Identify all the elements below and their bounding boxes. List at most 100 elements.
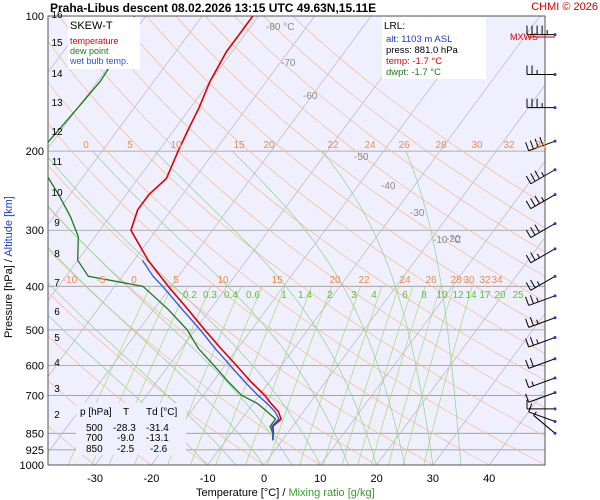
theta-label: 5 [173,275,179,286]
wind-barb-base [553,168,557,172]
mixing-ratio-label: 4 [371,290,377,301]
isotherm-label: -30 [410,208,425,219]
theta-label: 28 [450,275,462,286]
wind-barb-flag [534,224,540,233]
theta-label: 20 [329,275,341,286]
x-tick-label: -30 [87,473,103,485]
moist-adiabat-line [154,150,377,465]
mixing-ratio-line [190,286,263,465]
wind-barb-base [553,73,557,77]
theta-label: 24 [364,140,376,151]
wind-barb-base [553,419,557,423]
mxws-label: MXWS [510,32,538,42]
lrl-title: LRL: [384,21,405,32]
wind-barb [533,411,557,435]
level-table-cell: -13.1 [146,433,169,444]
mixing-ratio-label: 2 [327,290,333,301]
pressure-tick-label: 400 [26,281,44,293]
dry-adiabat-line [48,425,96,465]
altitude-tick-label: 13 [51,98,63,109]
theta-label: 34 [491,275,503,286]
wind-barb-flag [525,359,530,369]
mixing-ratio-line [299,286,362,465]
mixing-ratio-label: 14 [465,290,477,301]
dry-adiabat-line [58,16,545,409]
wind-barb-flag [525,318,530,328]
level-table-cell: 850 [86,444,103,455]
x-axis-label-separator: / [279,487,288,499]
dry-adiabat-line [48,40,545,437]
x-tick-label: 40 [483,473,495,485]
isotherm-label: -20 [446,234,461,245]
mixing-ratio-label: 8 [421,290,427,301]
theta-label: 26 [398,140,410,151]
isotherm-line [207,16,541,465]
theta-label: 22 [358,275,370,286]
x-axis-label: Temperature [°C] / Mixing ratio [g/kg] [196,487,375,499]
altitude-tick-label: 4 [54,358,60,369]
level-table-box [76,403,186,455]
dry-adiabat-line [262,16,545,229]
x-tick-label: 10 [314,473,326,485]
wind-barb-flag [529,316,534,326]
wind-barb-half [536,253,540,259]
mixing-ratio-line [341,286,400,465]
isotherm-line [48,16,372,454]
wind-barb-flag [525,338,530,348]
mixing-ratio-label: 20 [494,290,506,301]
isotherm-label: -10 °C [433,235,461,246]
wind-barb [525,168,557,185]
x-axis-label-temperature: Temperature [°C] [196,487,279,499]
level-table: p [hPa] T Td [°C] 500 -28.3 -31.4 700 -9… [76,403,186,455]
theta-label: 28 [435,140,447,151]
mixing-ratio-label: 1.4 [298,290,312,301]
level-table-cell: 700 [86,433,103,444]
wind-barb-flag [529,295,534,304]
wind-barb [526,65,557,77]
wind-barb-base [553,139,557,143]
wind-barb [525,193,557,210]
wind-barb [528,403,557,423]
mixing-ratio-label: 10 [436,290,448,301]
lrl-box [382,17,486,79]
x-tick-label: -20 [143,473,159,485]
theta-label: -5 [97,275,106,286]
y-axis-label-pressure: Pressure [hPa] [3,265,15,338]
altitude-tick-label: 10 [51,188,63,199]
mixing-ratio-label: 1 [281,290,287,301]
altitude-tick-label: 2 [54,410,60,421]
dry-adiabat-line [292,16,545,205]
wind-barb-base [553,431,557,435]
theta-label: 15 [233,140,245,151]
isotherm-line [546,16,600,465]
pressure-tick-label: 100 [26,11,44,23]
wind-barb [525,376,557,389]
level-table-cell: -31.4 [146,423,169,434]
x-tick-label: 0 [261,473,267,485]
copyright: CHMI © 2026 [531,1,598,13]
isotherm-label: -40 [381,181,396,192]
altitude-tick-label: 9 [54,218,60,229]
altitude-tick-label: 3 [54,384,60,395]
altitude-tick-label: 14 [51,69,63,80]
wind-barb-base [553,376,557,380]
wind-barb-flag [529,140,534,150]
pressure-tick-label: 700 [26,390,44,402]
isotherm-line [488,389,545,465]
wind-barb-flag [530,252,536,261]
dry-adiabat-line [117,16,545,354]
wind-barb-flag [530,227,536,236]
theta-label: 32 [479,275,491,286]
theta-label: 34 [535,140,547,151]
dry-adiabat-line [88,16,545,381]
chart-title: Praha-Libus descent 08.02.2026 13:15 UTC… [50,1,376,15]
lrl-alt: alt: 1103 m ASL [386,34,452,45]
plot-frame [47,15,546,466]
moist-adiabat-line [48,156,321,465]
dry-adiabat-line [48,123,490,465]
wind-barb-flag [530,173,536,182]
wind-barb-flag [525,142,530,151]
wind-barb [525,316,557,328]
wind-barb [526,399,557,411]
